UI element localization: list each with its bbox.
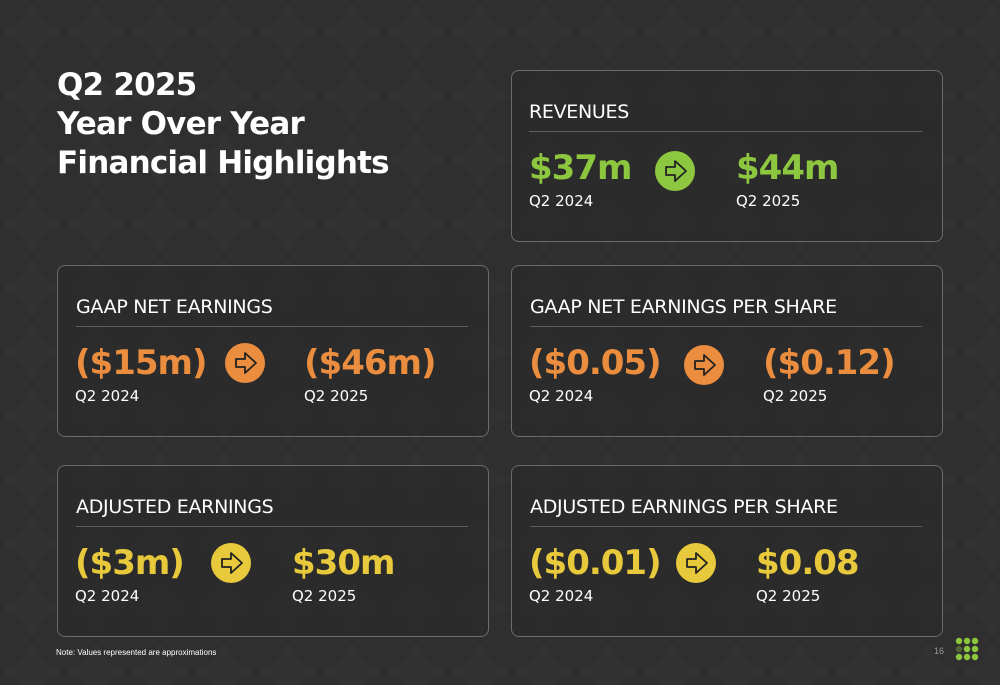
current-value: $44m <box>736 148 839 188</box>
current-period: Q2 2025 <box>756 587 821 605</box>
current-period: Q2 2025 <box>736 192 801 210</box>
prior-value: ($15m) <box>75 343 207 383</box>
adjusted-earnings-card: ADJUSTED EARNINGS ($3m) Q2 2024 $30m Q2 … <box>57 465 489 637</box>
prior-value: $37m <box>529 148 632 188</box>
current-value: ($46m) <box>304 343 436 383</box>
prior-period: Q2 2024 <box>75 587 140 605</box>
arrow-right-icon <box>684 345 724 385</box>
prior-period: Q2 2024 <box>529 192 594 210</box>
arrow-right-icon <box>211 543 251 583</box>
page-title-line-1: Q2 2025 <box>57 67 197 103</box>
revenues-card: REVENUES $37m Q2 2024 $44m Q2 2025 <box>511 70 943 242</box>
prior-value: ($0.05) <box>529 343 662 383</box>
dot-grid-logo-icon <box>955 637 979 661</box>
prior-value: ($0.01) <box>529 543 662 583</box>
card-heading: ADJUSTED EARNINGS PER SHARE <box>530 496 922 527</box>
prior-period: Q2 2024 <box>529 587 594 605</box>
arrow-right-icon <box>676 543 716 583</box>
card-heading: REVENUES <box>529 101 922 132</box>
gaap-net-earnings-card: GAAP NET EARNINGS ($15m) Q2 2024 ($46m) … <box>57 265 489 437</box>
prior-period: Q2 2024 <box>529 387 594 405</box>
adjusted-eps-card: ADJUSTED EARNINGS PER SHARE ($0.01) Q2 2… <box>511 465 943 637</box>
gaap-eps-card: GAAP NET EARNINGS PER SHARE ($0.05) Q2 2… <box>511 265 943 437</box>
prior-value: ($3m) <box>75 543 185 583</box>
current-period: Q2 2025 <box>763 387 828 405</box>
current-value: ($0.12) <box>763 343 896 383</box>
current-value: $30m <box>292 543 395 583</box>
card-heading: GAAP NET EARNINGS <box>76 296 468 327</box>
current-period: Q2 2025 <box>292 587 357 605</box>
arrow-right-icon <box>225 343 265 383</box>
footnote: Note: Values represented are approximati… <box>56 648 217 657</box>
prior-period: Q2 2024 <box>75 387 140 405</box>
card-heading: ADJUSTED EARNINGS <box>76 496 468 527</box>
page-number: 16 <box>934 646 945 656</box>
current-period: Q2 2025 <box>304 387 369 405</box>
arrow-right-icon <box>655 151 695 191</box>
page-title-line-3: Financial Highlights <box>57 145 390 181</box>
card-heading: GAAP NET EARNINGS PER SHARE <box>530 296 922 327</box>
current-value: $0.08 <box>756 543 860 583</box>
page-title-line-2: Year Over Year <box>57 106 305 142</box>
page-title: Q2 2025 Year Over Year Financial Highlig… <box>57 66 390 183</box>
